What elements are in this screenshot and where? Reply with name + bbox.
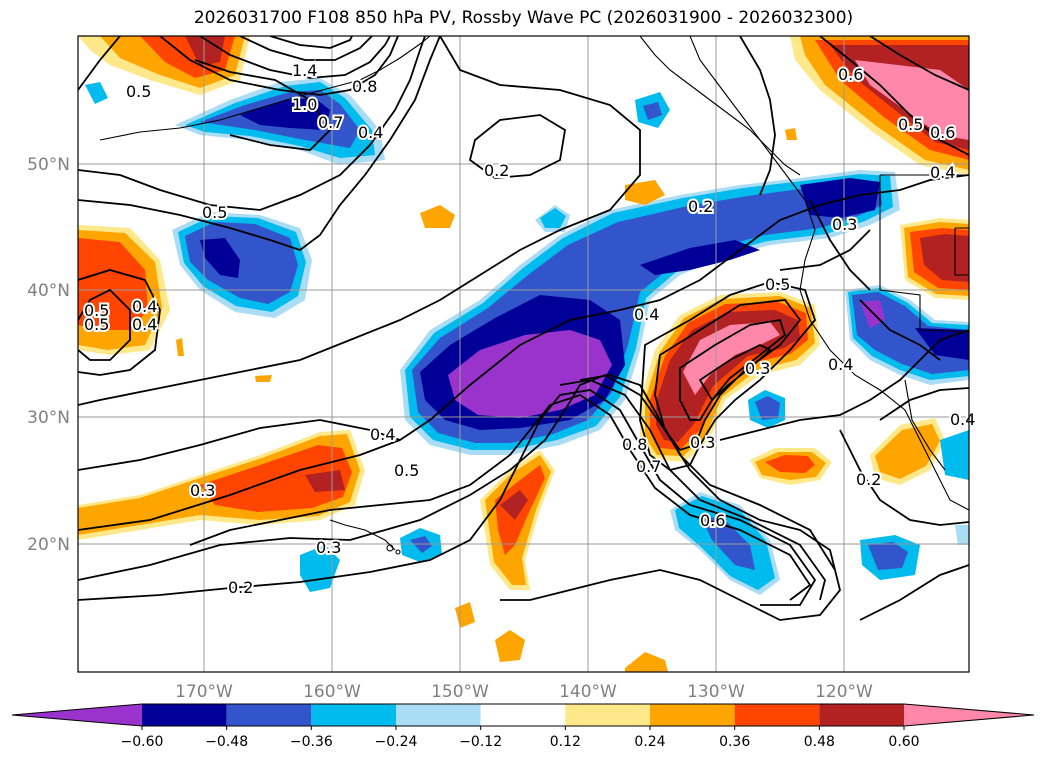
contour-label: 0.4 xyxy=(828,355,853,374)
contour-label: 0.4 xyxy=(358,123,383,142)
colorbar-tick-label: 0.36 xyxy=(719,734,750,750)
map-frame xyxy=(77,35,970,673)
longitude-labels: 170°W 160°W 150°W 140°W 130°W 120°W xyxy=(175,682,873,702)
contour-label: 0.2 xyxy=(228,578,253,597)
colorbar-segment xyxy=(650,704,735,726)
contour-label: 0.7 xyxy=(318,113,343,132)
colorbar-segment xyxy=(311,704,396,726)
colorbar-tick-label: 0.60 xyxy=(888,734,919,750)
lat-label: 50°N xyxy=(27,155,70,175)
contour-label: 1.0 xyxy=(292,95,317,114)
contour-label: 0.5 xyxy=(202,203,227,222)
map-title: 2026031700 F108 850 hPa PV, Rossby Wave … xyxy=(193,8,854,28)
lon-label: 150°W xyxy=(431,682,489,702)
colorbar-segment xyxy=(226,704,312,726)
contour-label: 0.5 xyxy=(765,275,790,294)
contour-label: 0.3 xyxy=(690,433,715,452)
colorbar-segment xyxy=(734,704,820,726)
contour-label: 1.4 xyxy=(292,61,317,80)
contour-label: 0.8 xyxy=(622,435,647,454)
contour-label: 0.4 xyxy=(930,163,955,182)
contour-label: 0.8 xyxy=(352,77,377,96)
graticule xyxy=(78,36,969,672)
colorbar-segment xyxy=(565,704,650,726)
contour-label: 0.5 xyxy=(394,461,419,480)
lat-label: 40°N xyxy=(27,281,70,301)
contour-label: 0.3 xyxy=(316,538,341,557)
contour-label: 0.6 xyxy=(838,65,863,84)
contour-label: 0.2 xyxy=(856,470,881,489)
contour-label: 0.6 xyxy=(700,511,725,530)
contour-label: 0.3 xyxy=(190,481,215,500)
colorbar-tick-label: 0.12 xyxy=(550,734,581,750)
pv-contours xyxy=(78,36,969,621)
contour-label: 0.4 xyxy=(132,315,157,334)
contour-label: 0.4 xyxy=(634,305,659,324)
contour-label: 0.6 xyxy=(930,123,955,142)
colorbar-tick-label: −0.24 xyxy=(375,734,418,750)
contour-label: 0.2 xyxy=(484,161,509,180)
colorbar-tick-label: −0.48 xyxy=(205,734,248,750)
lat-label: 20°N xyxy=(27,535,70,555)
contour-label: 0.3 xyxy=(832,215,857,234)
lon-label: 160°W xyxy=(303,682,361,702)
colorbar-extend-max xyxy=(904,704,1034,726)
contour-label: 0.7 xyxy=(636,457,661,476)
colorbar-tick-label: −0.36 xyxy=(290,734,333,750)
pv-shading xyxy=(78,36,969,672)
colorbar-extend-min xyxy=(12,704,142,726)
colorbar-tick-label: 0.24 xyxy=(634,734,665,750)
latitude-labels: 50°N 40°N 30°N 20°N xyxy=(27,155,70,555)
contour-label: 0.3 xyxy=(745,359,770,378)
lon-label: 120°W xyxy=(815,682,873,702)
colorbar-segment xyxy=(396,704,481,726)
lat-label: 30°N xyxy=(27,408,70,428)
contour-label: 0.5 xyxy=(898,115,923,134)
lon-label: 140°W xyxy=(559,682,617,702)
contour-label: 0.4 xyxy=(370,425,395,444)
contour-labels: 0.5 1.4 1.0 0.7 0.8 0.4 0.2 0.5 0.2 0.5 … xyxy=(82,59,977,599)
coastlines xyxy=(99,36,969,555)
colorbar-tick-label: 0.48 xyxy=(804,734,835,750)
contour-label: 0.5 xyxy=(84,315,109,334)
contour-label: 0.5 xyxy=(84,301,109,320)
colorbar-tick-label: −0.60 xyxy=(121,734,164,750)
contour-label: 0.2 xyxy=(688,197,713,216)
colorbar-segment xyxy=(480,704,566,726)
colorbar: −0.60 −0.48 −0.36 −0.24 −0.12 0.12 0.24 0.36 0.4… xyxy=(11,703,1035,750)
colorbar-segment xyxy=(819,704,904,726)
colorbar-segment xyxy=(142,704,227,726)
colorbar-tick-label: −0.12 xyxy=(459,734,502,750)
contour-label: 0.5 xyxy=(126,82,151,101)
contour-label: 0.4 xyxy=(950,410,975,429)
lon-label: 170°W xyxy=(175,682,233,702)
contour-label: 0.4 xyxy=(132,297,157,316)
lon-label: 130°W xyxy=(687,682,745,702)
